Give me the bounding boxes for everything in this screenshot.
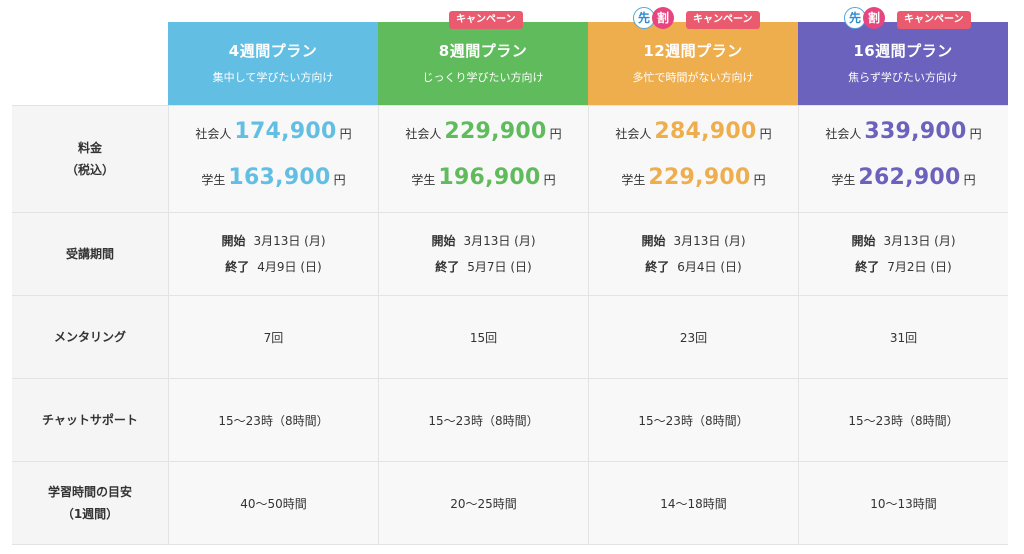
worker-price: 社会人 229,900 円: [405, 119, 562, 144]
chat-cell: 15〜23時（8時間）: [798, 379, 1008, 461]
row-label-chat: チャットサポート: [12, 379, 168, 461]
fee-cell: 社会人 174,900 円 学生 163,900 円: [168, 106, 378, 212]
discount-badge-char: 割: [863, 7, 885, 29]
plan-name: 4週間プラン: [228, 42, 318, 60]
fee-cell: 社会人 284,900 円 学生 229,900 円: [588, 106, 798, 212]
period-cell: 開始 3月13日 (月) 終了 4月9日 (日): [168, 213, 378, 295]
plan-header-8weeks: 8週間プラン じっくり学びたい方向け: [378, 22, 588, 105]
period-cell: 開始 3月13日 (月) 終了 6月4日 (日): [588, 213, 798, 295]
early-discount-badge: 先割: [844, 7, 885, 31]
worker-price: 社会人 339,900 円: [825, 119, 982, 144]
campaign-badge: キャンペーン: [897, 11, 971, 29]
mentoring-cell: 7回: [168, 296, 378, 378]
fee-row: 料金 （税込） 社会人 174,900 円 学生 163,900 円 社会人 229,90…: [12, 105, 1008, 212]
period-start: 開始 3月13日 (月): [431, 234, 536, 248]
study-cell: 14〜18時間: [588, 462, 798, 544]
plan-name: 16週間プラン: [853, 42, 953, 60]
student-price: 学生 229,900 円: [621, 165, 766, 190]
study-cell: 10〜13時間: [798, 462, 1008, 544]
plan-header-12weeks: 12週間プラン 多忙で時間がない方向け: [588, 22, 798, 105]
student-price: 学生 262,900 円: [831, 165, 976, 190]
worker-price: 社会人 284,900 円: [615, 119, 772, 144]
mentoring-cell: 31回: [798, 296, 1008, 378]
plan-name: 12週間プラン: [643, 42, 743, 60]
chat-support-row: チャットサポート 15〜23時（8時間） 15〜23時（8時間） 15〜23時（…: [12, 378, 1008, 461]
study-cell: 40〜50時間: [168, 462, 378, 544]
row-label-mentoring: メンタリング: [12, 296, 168, 378]
study-time-row: 学習時間の目安 （1週間） 40〜50時間 20〜25時間 14〜18時間 10…: [12, 461, 1008, 545]
campaign-badge: キャンペーン: [449, 11, 523, 29]
plan-comparison-table: 4週間プラン 集中して学びたい方向け 8週間プラン じっくり学びたい方向け 12…: [12, 0, 1008, 546]
plan-subtitle: じっくり学びたい方向け: [422, 71, 544, 84]
chat-cell: 15〜23時（8時間）: [588, 379, 798, 461]
row-label-fee: 料金 （税込）: [12, 106, 168, 212]
row-label-period: 受講期間: [12, 213, 168, 295]
plan-header-16weeks: 16週間プラン 焦らず学びたい方向け: [798, 22, 1008, 105]
mentoring-cell: 15回: [378, 296, 588, 378]
campaign-badge: キャンペーン: [686, 11, 760, 29]
mentoring-row: メンタリング 7回 15回 23回 31回: [12, 295, 1008, 378]
discount-badge-char: 割: [652, 7, 674, 29]
study-cell: 20〜25時間: [378, 462, 588, 544]
early-discount-badge: 先割: [633, 7, 674, 31]
row-label-study: 学習時間の目安 （1週間）: [12, 462, 168, 544]
fee-cell: 社会人 229,900 円 学生 196,900 円: [378, 106, 588, 212]
early-badge-char: 先: [844, 7, 866, 29]
period-end: 終了 5月7日 (日): [435, 260, 532, 274]
period-cell: 開始 3月13日 (月) 終了 7月2日 (日): [798, 213, 1008, 295]
period-cell: 開始 3月13日 (月) 終了 5月7日 (日): [378, 213, 588, 295]
period-end: 終了 6月4日 (日): [645, 260, 742, 274]
fee-cell: 社会人 339,900 円 学生 262,900 円: [798, 106, 1008, 212]
period-end: 終了 4月9日 (日): [225, 260, 322, 274]
student-price: 学生 163,900 円: [201, 165, 346, 190]
period-start: 開始 3月13日 (月): [851, 234, 956, 248]
worker-price: 社会人 174,900 円: [195, 119, 352, 144]
chat-cell: 15〜23時（8時間）: [378, 379, 588, 461]
student-price: 学生 196,900 円: [411, 165, 556, 190]
period-start: 開始 3月13日 (月): [221, 234, 326, 248]
plan-subtitle: 多忙で時間がない方向け: [632, 71, 754, 84]
plan-header-4weeks: 4週間プラン 集中して学びたい方向け: [168, 22, 378, 105]
plan-name: 8週間プラン: [438, 42, 528, 60]
plan-subtitle: 焦らず学びたい方向け: [848, 71, 958, 84]
period-end: 終了 7月2日 (日): [855, 260, 952, 274]
chat-cell: 15〜23時（8時間）: [168, 379, 378, 461]
mentoring-cell: 23回: [588, 296, 798, 378]
period-row: 受講期間 開始 3月13日 (月) 終了 4月9日 (日) 開始 3月13日 (月) …: [12, 212, 1008, 295]
plan-subtitle: 集中して学びたい方向け: [212, 71, 334, 84]
period-start: 開始 3月13日 (月): [641, 234, 746, 248]
